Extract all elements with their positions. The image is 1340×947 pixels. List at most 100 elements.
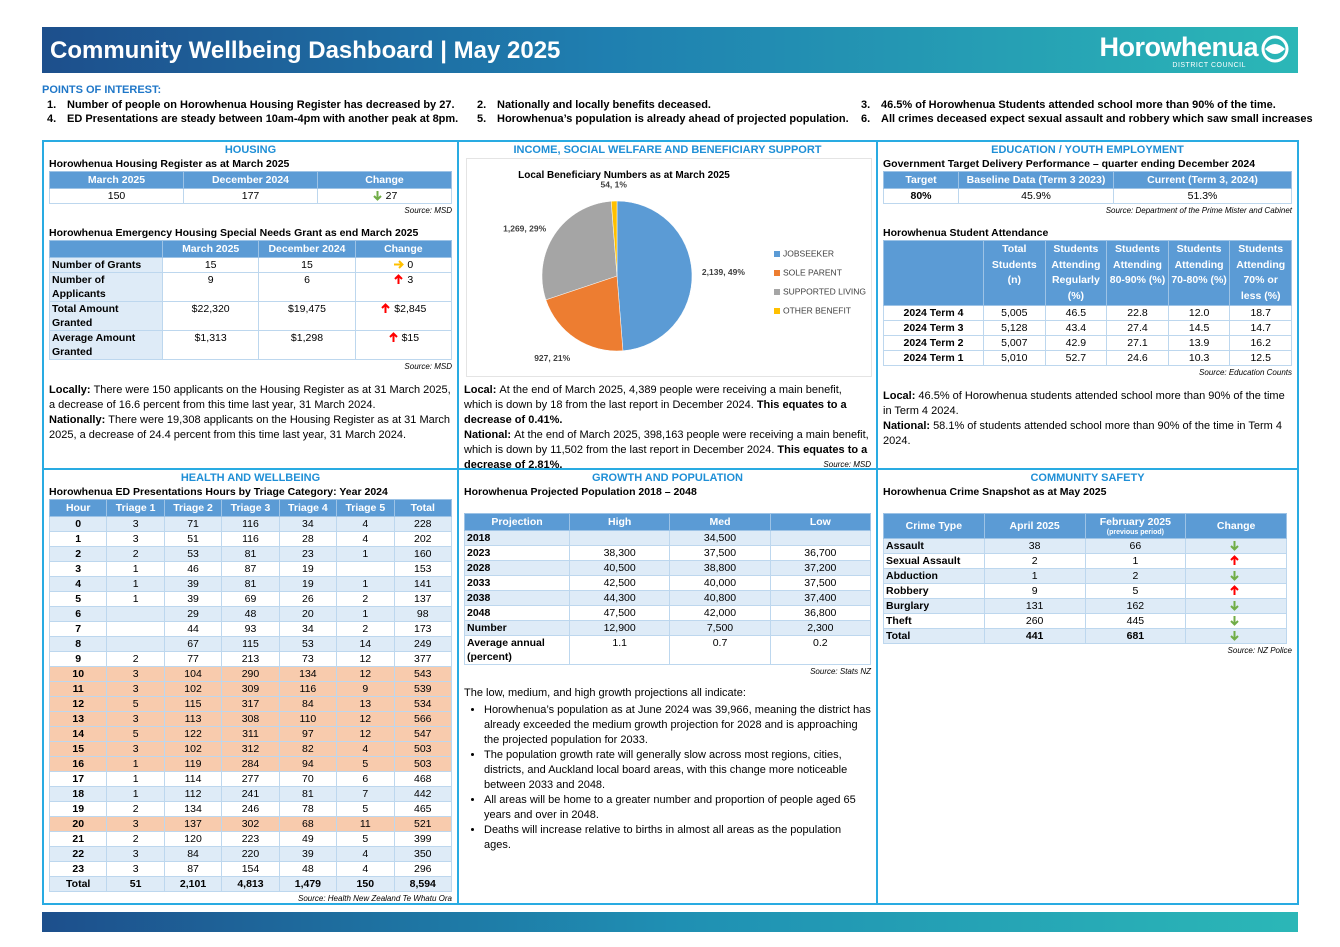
source: Source: MSD [404, 362, 452, 371]
row-label: 20 [48, 816, 108, 832]
arrow-shape [1230, 601, 1239, 611]
panel-title: EDUCATION / YOUTH EMPLOYMENT [991, 144, 1184, 156]
table-cell: 9 [161, 272, 260, 302]
logo: Horowhenua [1099, 32, 1258, 62]
table-cell: 350 [393, 846, 453, 862]
section-title: Horowhenua Housing Register as at March … [49, 158, 290, 170]
source: Source: Department of the Prime Mister a… [1105, 206, 1292, 215]
data-label: 1,269, 29% [503, 223, 546, 233]
table-body: 2018 34,500 2023 38,300 37,500 36,700 2028 40,5… [464, 530, 872, 665]
column-header: December 2024 [183, 171, 318, 189]
panel-title: INCOME, SOCIAL WELFARE AND BENEFICIARY S… [513, 144, 822, 156]
corner-cell [883, 240, 984, 306]
table-row: 9 2 77 213 73 12 377 [48, 651, 453, 667]
table-cell: 6 [336, 771, 395, 787]
table-cell: 539 [393, 681, 453, 697]
table-body: 0 3 71 116 34 4 228 1 3 51 116 28 4 202 2 2 53 81 23 1 160 3 1… [48, 516, 453, 892]
arrow-path [394, 260, 405, 269]
table-cell: 38 [983, 538, 1086, 554]
table-row: 0 3 71 116 34 4 228 [48, 516, 453, 532]
row-label: 7 [48, 621, 108, 637]
table-row: 5 1 39 69 26 2 137 [48, 591, 453, 607]
panel-title: HEALTH AND WELLBEING [180, 472, 321, 484]
table-cell: 11 [336, 816, 395, 832]
table-cell: 37,400 [769, 590, 872, 606]
table-head: Hour Triage 1 Triage 2 Triage 3 Triage 4 Tria… [48, 499, 453, 517]
table-row: 2048 47,500 42,000 36,800 [464, 605, 872, 621]
table-cell: 51 [163, 531, 223, 547]
table-cell: 67 [163, 636, 223, 652]
row-label: Number of Applicants [49, 272, 163, 302]
point-text: Nationally and locally benefits deceased… [497, 99, 711, 111]
header-row: March 2025 December 2024 Change [49, 240, 453, 258]
table-cell: 6 [258, 272, 356, 302]
table-cell: 249 [393, 636, 453, 652]
table-cell: 80% [883, 188, 959, 204]
table-cell: 24.6 [1106, 350, 1169, 366]
change-arrow [1230, 585, 1239, 595]
row-label: Theft [883, 613, 985, 629]
table-body: 150 177 27 [49, 188, 452, 204]
table-cell: 39 [163, 591, 223, 607]
table-cell: 442 [393, 786, 453, 802]
point-text: 46.5% of Horowhenua Students attended sc… [881, 99, 1276, 111]
table-cell: 3 [106, 666, 165, 682]
arrow-path [1230, 585, 1239, 595]
change-arrow [394, 260, 405, 269]
table-cell: 38,300 [568, 545, 671, 561]
table-row: 18 1 112 241 81 7 442 [48, 786, 453, 802]
column-header: Triage 2 [163, 499, 223, 517]
table-cell: 12 [336, 726, 395, 742]
table-cell: 465 [393, 801, 453, 817]
table-cell: 5 [106, 696, 165, 712]
table-cell: 137 [163, 816, 223, 832]
row-label: Total [883, 628, 985, 644]
spacer [49, 371, 452, 383]
point-item: 3. 46.5% of Horowhenua Students attended … [861, 99, 1307, 111]
table-cell: 34 [278, 516, 338, 532]
table-cell: 81 [278, 786, 338, 802]
table-cell: 36,700 [769, 545, 872, 561]
table-cell: 521 [393, 816, 453, 832]
table-cell: 131 [983, 598, 1086, 614]
row-label: Abduction [883, 568, 985, 584]
table-cell: 5 [336, 756, 395, 772]
change-cell [1185, 613, 1287, 629]
arrow-shape [1230, 541, 1239, 551]
table-cell: 37,500 [769, 575, 872, 591]
health-panel: HEALTH AND WELLBEING Horowhenua ED Prese… [42, 468, 459, 905]
arrow-shape [381, 303, 390, 313]
table-body: Number of Grants 15 15 0 Number of Applicant… [49, 257, 453, 360]
table-row: 3 1 46 87 19 153 [48, 561, 453, 577]
point-text: ED Presentations are steady between 10am… [67, 113, 459, 125]
data-label: 927, 21% [534, 353, 570, 363]
row-label: Number [464, 620, 570, 636]
row-label: 2033 [464, 575, 570, 591]
growth-panel: GROWTH AND POPULATION Horowhenua Project… [457, 468, 878, 905]
table-cell: 122 [163, 726, 223, 742]
table-row: 6 29 48 20 1 98 [48, 606, 453, 622]
legend-label: SUPPORTED LIVING [783, 286, 866, 296]
arrow-path [1230, 555, 1239, 565]
table-cell: 150 [49, 188, 184, 204]
table-cell: 116 [221, 531, 280, 547]
table-cell: 69 [221, 591, 280, 607]
table-cell: 309 [221, 681, 280, 697]
table-cell: 177 [183, 188, 318, 204]
row-label: 2028 [464, 560, 570, 576]
table-cell: 4 [336, 531, 395, 547]
header-row: Target Baseline Data (Term 3 2023) Current… [883, 171, 1292, 189]
change-cell: $2,845 [354, 301, 453, 331]
section-title: Horowhenua Emergency Housing Special Nee… [49, 227, 419, 239]
table-cell: 5,005 [983, 305, 1046, 321]
section-title: Horowhenua Crime Snapshot as at May 2025 [883, 486, 1107, 498]
row-label: Sexual Assault [883, 553, 985, 569]
table-row: 19 2 134 246 78 5 465 [48, 801, 453, 817]
table-row: Total 51 2,101 4,813 1,479 150 8,594 [48, 876, 453, 892]
table-head: March 2025 December 2024 Change [49, 171, 452, 189]
column-header: March 2025 [49, 171, 184, 189]
table-row: 2024 Term 1 5,010 52.7 24.6 10.3 12.5 [883, 350, 1292, 366]
column-header: Total [393, 499, 453, 517]
table-cell: 534 [393, 696, 453, 712]
arrow-path [1230, 631, 1239, 641]
